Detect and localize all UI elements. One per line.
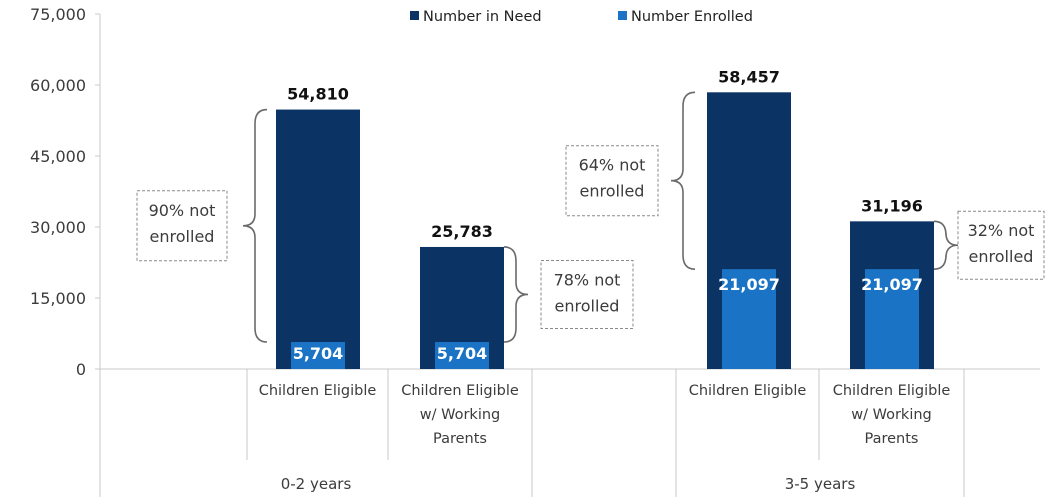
- legend-label: Number Enrolled: [631, 9, 753, 25]
- y-tick-label: 60,000: [30, 76, 86, 95]
- category-label: Children Eligible: [833, 383, 951, 399]
- y-tick-label: 45,000: [30, 147, 86, 166]
- y-tick-label: 75,000: [30, 5, 86, 24]
- y-tick-label: 15,000: [30, 289, 86, 308]
- category-label: w/ Working: [420, 407, 501, 423]
- category-label: w/ Working: [851, 407, 932, 423]
- annotation-box: [136, 190, 228, 262]
- group-label: 0-2 years: [281, 475, 352, 493]
- category-label: Children Eligible: [259, 383, 377, 399]
- brace-bracket: [242, 108, 268, 343]
- category-label: Children Eligible: [401, 383, 519, 399]
- category-label: Parents: [433, 431, 487, 447]
- category-label: Parents: [865, 431, 919, 447]
- legend-swatch: [618, 11, 627, 20]
- brace-bracket: [933, 220, 959, 270]
- data-label-need: 25,783: [431, 222, 493, 241]
- bar-number-in-need: [276, 109, 360, 369]
- annotation-box: [540, 259, 634, 329]
- annotation-text: 90% not: [149, 201, 216, 220]
- bar-number-enrolled: [722, 269, 776, 369]
- annotation-box: [565, 145, 659, 217]
- group-label: 3-5 years: [785, 475, 856, 493]
- annotation-text: enrolled: [969, 247, 1034, 266]
- annotation-text: 78% not: [554, 270, 621, 289]
- data-label-enrolled: 21,097: [861, 275, 923, 294]
- annotation-text: enrolled: [580, 182, 645, 201]
- data-label-enrolled: 5,704: [293, 344, 344, 363]
- data-label-enrolled: 21,097: [718, 275, 780, 294]
- brace-bracket: [670, 91, 696, 270]
- bar-number-enrolled: [865, 269, 919, 369]
- annotation-text: 32% not: [968, 221, 1035, 240]
- data-label-need: 58,457: [718, 67, 780, 86]
- bar-number-enrolled: [291, 342, 345, 369]
- brace-bracket: [503, 246, 529, 343]
- bar-number-enrolled: [435, 342, 489, 369]
- y-tick-label: 30,000: [30, 218, 86, 237]
- legend-swatch: [410, 11, 419, 20]
- annotation-text: enrolled: [150, 227, 215, 246]
- category-label: Children Eligible: [689, 383, 807, 399]
- y-tick-label: 0: [76, 360, 86, 379]
- annotation-text: 64% not: [579, 156, 646, 175]
- annotation-text: enrolled: [555, 296, 620, 315]
- data-label-need: 31,196: [861, 196, 923, 215]
- data-label-need: 54,810: [287, 85, 349, 104]
- legend-label: Number in Need: [423, 9, 542, 25]
- data-label-enrolled: 5,704: [437, 344, 488, 363]
- annotation-box: [957, 210, 1045, 280]
